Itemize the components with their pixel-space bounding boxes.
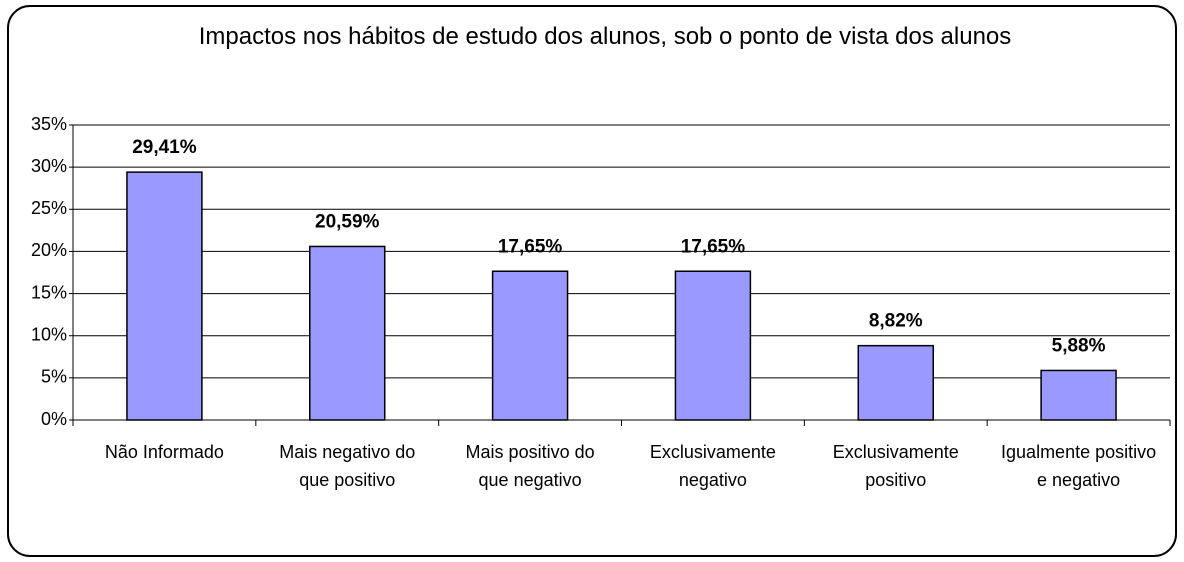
bar [126,171,203,421]
data-label: 29,41% [132,137,197,158]
chart-frame [7,5,1177,557]
x-tick-label: Exclusivamente negativo [649,442,776,490]
bar [1040,369,1117,421]
x-tick-label: Não Informado [104,442,224,462]
y-tick-label: 10% [31,324,67,344]
y-tick-label: 0% [41,409,67,429]
x-tick-label: Exclusivamente positivo [832,442,959,490]
bar [491,270,569,421]
chart-title: Impactos nos hábitos de estudo dos aluno… [198,23,1012,50]
data-label: 5,88% [1052,335,1106,356]
y-tick-label: 5% [41,367,67,387]
data-label: 17,65% [498,236,563,257]
y-tick-label: 20% [31,240,67,260]
data-label: 8,82% [869,311,923,332]
x-tick-label: Mais positivo do que negativo [465,442,595,490]
data-label: 20,59% [315,211,380,232]
bar [857,344,934,421]
x-tick-label: Mais negativo do que positivo [279,442,416,490]
y-tick-label: 35% [31,114,67,134]
y-tick-label: 15% [31,282,67,302]
bar [674,270,752,421]
y-tick-label: 30% [31,156,67,176]
x-tick-label: Igualmente positivo e negativo [1001,442,1157,490]
bar [309,245,386,421]
data-label: 17,65% [681,236,746,257]
y-tick-label: 25% [31,198,67,218]
